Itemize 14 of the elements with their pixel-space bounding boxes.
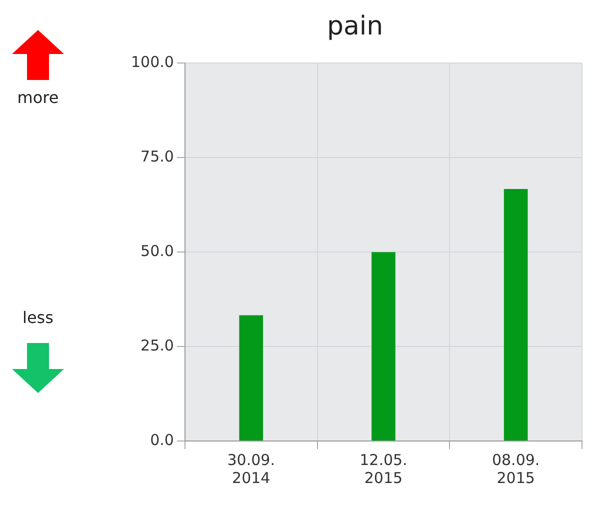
- x-tick-label: 12.05. 2015: [360, 450, 408, 487]
- text: less: [22, 308, 54, 327]
- y-tick-label: 100.0: [130, 53, 174, 72]
- text: more: [16, 88, 60, 107]
- y-tick-label: 50.0: [140, 242, 174, 260]
- bar: [504, 189, 528, 440]
- y-tick-label: 75.0: [140, 148, 174, 166]
- chart-title: pain: [326, 11, 384, 42]
- y-tick-label: 25.0: [140, 336, 174, 354]
- x-tick-label: 30.09. 2014: [227, 450, 275, 487]
- bar: [372, 252, 396, 440]
- x-tick-label: 08.09. 2015: [492, 450, 540, 487]
- bar: [239, 315, 264, 440]
- y-tick-label: 0.0: [150, 430, 174, 449]
